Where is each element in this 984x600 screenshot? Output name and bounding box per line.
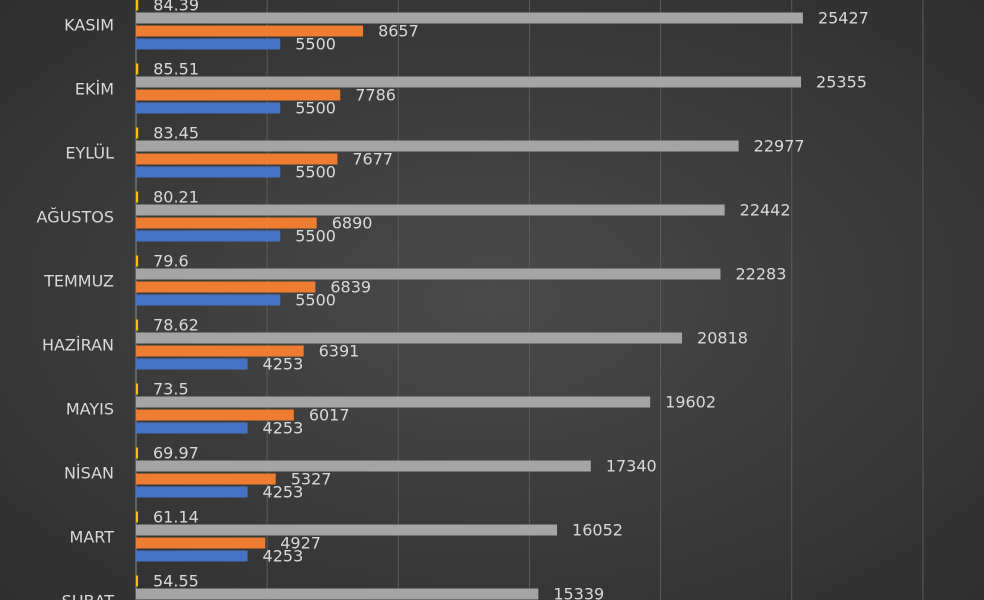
bar [136, 89, 341, 101]
data-label: 54.55 [153, 572, 199, 591]
data-label: 5500 [295, 35, 336, 54]
category-label: HAZİRAN [42, 336, 114, 355]
category-label: EYLÜL [65, 144, 114, 163]
data-label: 5500 [295, 291, 336, 310]
data-label: 5500 [295, 163, 336, 182]
bar [136, 255, 139, 267]
data-label: 79.6 [153, 252, 189, 271]
data-label: 4253 [263, 355, 304, 374]
category-label: MAYIS [66, 400, 114, 419]
data-label: 6017 [309, 406, 350, 425]
data-label: 25355 [816, 73, 867, 92]
bar [136, 191, 139, 203]
category-label: EKİM [75, 80, 114, 99]
bar [136, 319, 139, 331]
data-label: 5500 [295, 227, 336, 246]
data-label: 4253 [263, 483, 304, 502]
data-label: 73.5 [153, 380, 189, 399]
bar [136, 575, 138, 587]
data-label: 6890 [332, 214, 373, 233]
category-label: KASIM [64, 16, 114, 35]
category-label: TEMMUZ [43, 272, 114, 291]
bar [136, 383, 138, 395]
bar [136, 447, 138, 459]
bar [136, 422, 248, 434]
bar [136, 153, 338, 165]
data-label: 83.45 [153, 124, 199, 143]
data-label: 17340 [606, 457, 657, 476]
bar [136, 294, 281, 306]
bar [136, 25, 364, 37]
category-label: AĞUSTOS [37, 208, 114, 227]
data-label: 22442 [740, 201, 791, 220]
data-label: 85.51 [153, 60, 199, 79]
data-label: 6839 [330, 278, 371, 297]
category-label: MART [70, 528, 115, 547]
data-label: 4253 [263, 547, 304, 566]
bar [136, 358, 248, 370]
data-label: 19602 [665, 393, 716, 412]
bar [136, 140, 739, 152]
data-label: 8657 [378, 22, 419, 41]
data-label: 16052 [572, 521, 623, 540]
data-label: 22283 [735, 265, 786, 284]
data-label: 84.39 [153, 0, 199, 15]
bar [136, 550, 248, 562]
bar [136, 588, 539, 600]
data-label: 6391 [319, 342, 360, 361]
data-label: 5500 [295, 99, 336, 118]
bar [136, 76, 802, 88]
data-label: 20818 [697, 329, 748, 348]
category-label: NİSAN [64, 464, 114, 483]
bar [136, 63, 139, 75]
bar [136, 268, 721, 280]
bar [136, 486, 248, 498]
category-label: ŞUBAT [62, 592, 115, 600]
bar [136, 166, 281, 178]
bar [136, 204, 725, 216]
bar [136, 217, 317, 229]
bar [136, 345, 304, 357]
data-label: 78.62 [153, 316, 199, 335]
data-label: 7786 [355, 86, 396, 105]
bar [136, 127, 139, 139]
data-label: 80.21 [153, 188, 199, 207]
bar [136, 38, 281, 50]
data-label: 61.14 [153, 508, 199, 527]
bar [136, 396, 651, 408]
bar [136, 102, 281, 114]
bar [136, 537, 266, 549]
bar [136, 230, 281, 242]
data-label: 5327 [291, 470, 332, 489]
data-label: 4253 [263, 419, 304, 438]
bar [136, 332, 683, 344]
bar [136, 473, 276, 485]
bar [136, 0, 139, 11]
data-label: 7677 [352, 150, 393, 169]
bar [136, 511, 138, 523]
data-label: 25427 [818, 9, 869, 28]
bar [136, 12, 803, 24]
bar [136, 460, 591, 472]
bar [136, 409, 294, 421]
data-label: 15339 [553, 585, 604, 600]
data-label: 22977 [754, 137, 805, 156]
bar [136, 281, 316, 293]
data-label: 69.97 [153, 444, 199, 463]
data-label: 4927 [280, 534, 321, 553]
bar [136, 524, 558, 536]
